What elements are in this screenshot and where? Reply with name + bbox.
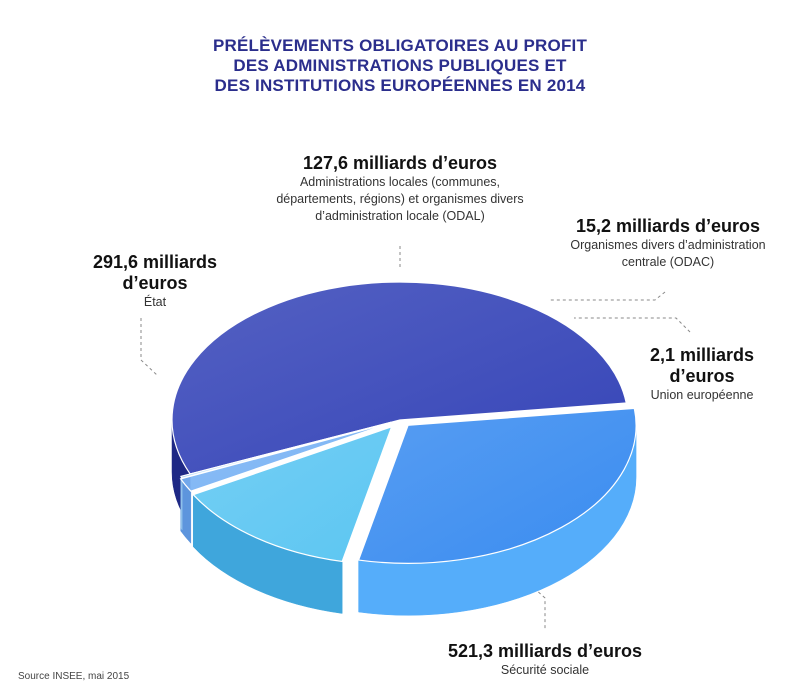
pie-side-ue <box>180 475 183 531</box>
title-line-2: DES ADMINISTRATIONS PUBLIQUES ET <box>233 56 567 75</box>
label-secu: 521,3 milliards d’euros Sécurité sociale <box>400 641 690 679</box>
label-odal-desc-2: départements, régions) et organismes div… <box>276 192 524 206</box>
label-odal-value: 127,6 milliards d’euros <box>302 153 498 173</box>
label-ue-desc: Union européenne <box>650 388 754 402</box>
pie-slice-secu <box>171 281 627 475</box>
label-etat-value-1: 291,6 milliards <box>92 252 218 272</box>
title-line-1: PRÉLÈVEMENTS OBLIGATOIRES AU PROFIT <box>212 36 588 55</box>
leader-etat <box>140 318 159 377</box>
label-odal-desc-1: Administrations locales (communes, <box>299 175 501 189</box>
label-odac-value: 15,2 milliards d’euros <box>575 216 761 236</box>
pie-slice-ue <box>179 421 391 479</box>
label-ue: 2,1 milliards d’euros Union européenne <box>622 345 782 404</box>
pie-slice-etat <box>357 407 637 564</box>
chart-title: PRÉLÈVEMENTS OBLIGATOIRES AU PROFIT DES … <box>100 36 700 96</box>
label-odal-desc-3: d’administration locale (ODAL) <box>315 209 485 223</box>
label-odac-desc-1: Organismes divers d’administration <box>570 238 766 252</box>
title-line-3: DES INSTITUTIONS EUROPÉENNES EN 2014 <box>214 76 586 95</box>
label-odac-desc-2: centrale (ODAC) <box>621 255 715 269</box>
label-secu-value: 521,3 milliards d’euros <box>447 641 643 661</box>
label-ue-value-1: 2,1 milliards <box>649 345 755 365</box>
source-note: Source INSEE, mai 2015 <box>18 671 130 682</box>
label-etat-desc: État <box>143 295 167 309</box>
label-odal: 127,6 milliards d’euros Administrations … <box>220 153 580 225</box>
pie-slice-odal <box>192 425 393 563</box>
label-etat: 291,6 milliards d’euros État <box>55 252 255 311</box>
label-ue-value-2: d’euros <box>669 366 735 386</box>
leader-ue <box>574 317 691 333</box>
leader-odac <box>548 291 666 301</box>
pie-slice-odac <box>179 422 390 492</box>
label-secu-desc: Sécurité sociale <box>500 663 590 677</box>
label-odac: 15,2 milliards d’euros Organismes divers… <box>548 216 788 271</box>
label-etat-value-2: d’euros <box>122 273 188 293</box>
